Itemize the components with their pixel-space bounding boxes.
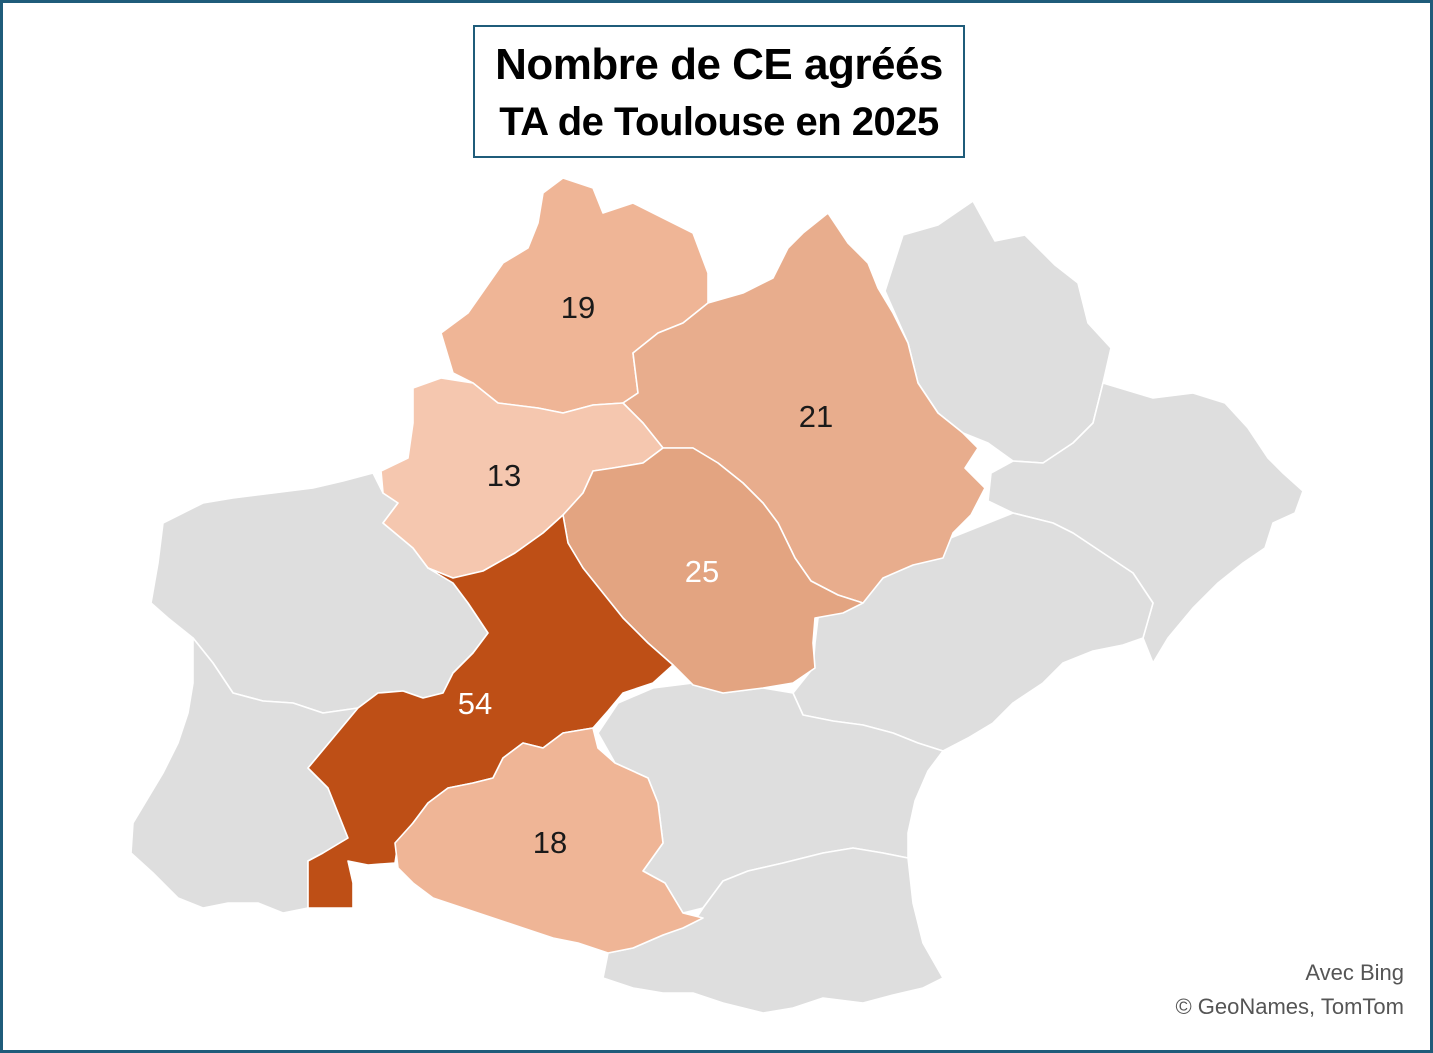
dept-ariege — [394, 727, 704, 954]
map-attribution: Avec Bing © GeoNames, TomTom — [1175, 956, 1404, 1024]
value-label-tarn: 25 — [685, 554, 719, 589]
attribution-provider: Avec Bing — [1305, 960, 1404, 985]
map-canvas: 19 21 13 25 54 18 — [130, 177, 1304, 1014]
title-box: Nombre de CE agréés TA de Toulouse en 20… — [473, 25, 965, 158]
value-label-ariege: 18 — [533, 825, 567, 860]
value-label-haute-garonne: 54 — [458, 686, 492, 721]
map-title: Nombre de CE agréés — [495, 40, 943, 89]
value-labels: 19 21 13 25 54 18 — [458, 290, 833, 860]
dept-pyrenees-orientales — [602, 847, 944, 1014]
value-label-aveyron: 21 — [799, 399, 833, 434]
attribution-copyright: © GeoNames, TomTom — [1175, 994, 1404, 1019]
value-label-tarn-et-garonne: 13 — [487, 458, 521, 493]
map-subtitle: TA de Toulouse en 2025 — [499, 100, 939, 144]
value-label-lot: 19 — [561, 290, 595, 325]
dept-gard — [987, 382, 1304, 664]
other-departments — [130, 200, 1304, 1014]
ta-toulouse-departments — [307, 177, 986, 954]
